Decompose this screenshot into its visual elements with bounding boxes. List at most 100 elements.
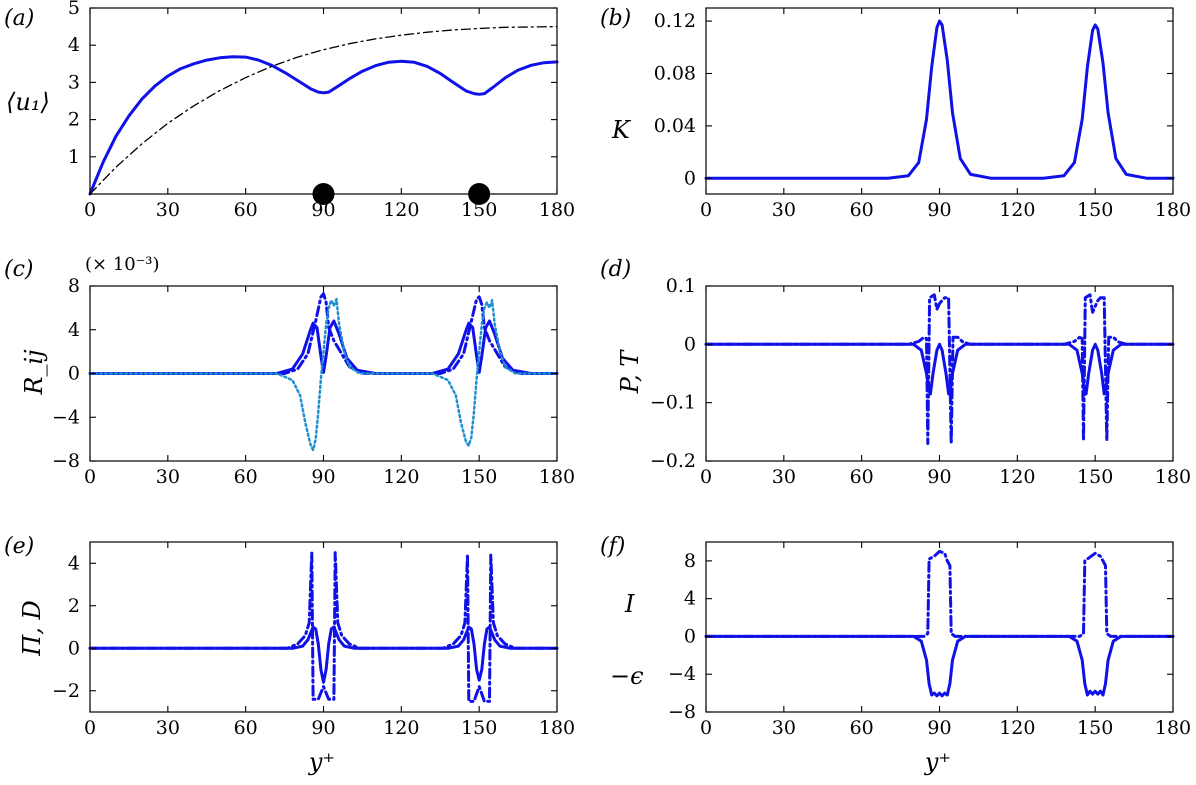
panel-f-label: (f) <box>600 534 625 559</box>
y-tick-label: 2 <box>68 595 80 617</box>
plot-frame <box>705 541 1174 713</box>
y-tick-label: 0.04 <box>654 115 696 137</box>
panel-d-ylabel: P, T <box>616 349 644 395</box>
panel-a-ylabel: ⟨u₁⟩ <box>6 88 50 116</box>
panel-b-ylabel: K <box>611 116 632 144</box>
series-I-dashdot <box>704 549 1175 638</box>
y-tick-label: −8 <box>52 450 80 472</box>
x-tick-label: 120 <box>999 717 1035 739</box>
y-tick-label: 0.08 <box>654 62 696 84</box>
series-T-dashdot <box>704 293 1175 445</box>
x-tick-label: 0 <box>84 199 96 221</box>
x-tick-label: 60 <box>234 717 258 739</box>
y-tick-label: 0 <box>684 167 696 189</box>
x-tick-label: 90 <box>311 199 335 221</box>
x-axis-label-right: y⁺ <box>924 748 951 776</box>
y-tick-label: 0 <box>68 363 80 385</box>
plot-frame <box>89 7 558 195</box>
y-tick-label: −0.2 <box>650 450 696 472</box>
x-tick-label: 180 <box>1155 199 1191 221</box>
x-tick-label: 150 <box>461 199 497 221</box>
series-reference-profile <box>89 25 558 195</box>
x-tick-label: 90 <box>927 717 951 739</box>
y-tick-label: 0 <box>684 625 696 647</box>
x-axis-label-left: y⁺ <box>308 748 335 776</box>
series-P-solid <box>704 342 1175 396</box>
x-tick-label: 150 <box>1077 199 1113 221</box>
x-tick-label: 180 <box>539 466 575 488</box>
x-tick-label: 150 <box>461 717 497 739</box>
panel-d-label: (d) <box>600 257 631 282</box>
y-tick-label: 4 <box>68 319 80 341</box>
y-tick-label: 0 <box>68 637 80 659</box>
x-tick-label: 30 <box>772 466 796 488</box>
x-tick-label: 120 <box>999 199 1035 221</box>
x-tick-label: 60 <box>850 199 874 221</box>
y-tick-label: 4 <box>68 34 80 56</box>
panel-c-scale-label: (× 10⁻³) <box>85 254 159 275</box>
x-tick-label: 120 <box>383 717 419 739</box>
y-tick-label: −8 <box>668 701 696 723</box>
series-D-dashdot <box>88 551 559 703</box>
x-tick-label: 120 <box>383 199 419 221</box>
x-tick-label: 60 <box>850 717 874 739</box>
x-tick-label: 60 <box>234 199 258 221</box>
y-tick-label: 0.1 <box>666 275 696 297</box>
panel-c-ylabel: R_ij <box>20 349 48 396</box>
plot-frame <box>705 7 1174 195</box>
y-tick-label: −0.1 <box>650 392 696 414</box>
x-tick-label: 150 <box>1077 466 1113 488</box>
panel-f-ylabel-bottom: −ϵ <box>610 662 644 690</box>
x-tick-label: 90 <box>927 466 951 488</box>
x-tick-label: 90 <box>311 466 335 488</box>
panel-f: (f) I −ϵ 0 30 60 90 120 150 180 −8 −4 0 4 8 <box>600 534 1191 739</box>
series-epsilon-solid <box>704 634 1175 698</box>
x-tick-label: 30 <box>156 466 180 488</box>
x-tick-label: 180 <box>1155 466 1191 488</box>
x-tick-label: 30 <box>772 199 796 221</box>
y-tick-label: 3 <box>68 71 80 93</box>
x-tick-label: 150 <box>1077 717 1113 739</box>
x-tick-label: 180 <box>1155 717 1191 739</box>
panel-b-label: (b) <box>600 6 631 31</box>
y-tick-label: 4 <box>684 588 696 610</box>
panel-d: (d) 0 30 60 90 120 150 180 −0.2 −0.1 0 0.1 <box>600 257 1191 488</box>
y-tick-label: 0.12 <box>654 10 696 32</box>
x-tick-label: 0 <box>700 199 712 221</box>
panel-b: (b) K 0 30 60 90 120 150 180 0 0.04 0.08 0.12 <box>600 6 1191 221</box>
x-tick-label: 0 <box>700 466 712 488</box>
x-tick-label: 0 <box>700 717 712 739</box>
series-R-dotted <box>88 297 559 452</box>
series-velocity-profile <box>88 55 559 196</box>
x-tick-label: 0 <box>84 466 96 488</box>
series-Pi-solid <box>88 625 559 684</box>
x-tick-label: 60 <box>234 466 258 488</box>
x-tick-label: 30 <box>772 717 796 739</box>
y-tick-label: 5 <box>68 0 80 19</box>
y-tick-label: 1 <box>68 146 80 168</box>
panel-e-label: (e) <box>4 534 34 559</box>
panel-c-label: (c) <box>4 257 34 282</box>
panel-a: (a) ⟨u₁⟩ 0 30 60 90 120 150 180 1 2 3 4 5 <box>4 0 575 221</box>
x-tick-label: 90 <box>311 717 335 739</box>
x-tick-label: 60 <box>850 466 874 488</box>
y-tick-label: 0 <box>684 333 696 355</box>
y-tick-label: 4 <box>68 552 80 574</box>
y-tick-label: −2 <box>52 680 80 702</box>
y-tick-label: 8 <box>684 550 696 572</box>
x-tick-label: 120 <box>383 466 419 488</box>
x-tick-label: 30 <box>156 199 180 221</box>
panel-c: (c) (× 10⁻³) 0 30 60 90 120 150 180 −8 −4 0 4 8 <box>4 254 575 488</box>
panel-e-ylabel: Π, D <box>18 600 46 656</box>
series-turbulent-kinetic-energy <box>704 19 1175 180</box>
y-tick-label: −4 <box>52 406 80 428</box>
y-tick-label: 8 <box>68 275 80 297</box>
y-tick-label: −4 <box>668 663 696 685</box>
panel-f-ylabel-top: I <box>624 590 635 618</box>
x-tick-label: 0 <box>84 717 96 739</box>
x-tick-label: 30 <box>156 717 180 739</box>
panel-a-label: (a) <box>4 6 34 31</box>
y-tick-label: 2 <box>68 109 80 131</box>
